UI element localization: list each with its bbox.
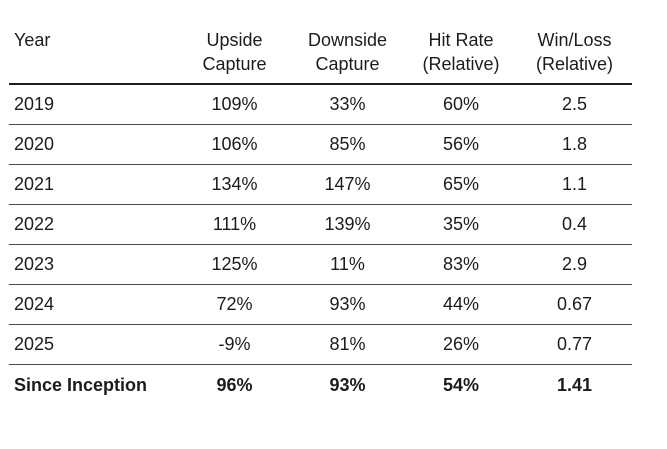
downside-capture-cell: 81% [290,324,405,365]
table-row-2025: 2025 -9% 81% 26% 0.77 [9,324,632,365]
year-cell: 2023 [9,244,179,285]
upside-capture-cell: 106% [179,124,290,165]
year-cell: 2025 [9,324,179,365]
table-row-2020: 2020 106% 85% 56% 1.8 [9,124,632,165]
hit-rate-cell: 56% [405,124,517,165]
hit-rate-cell: 83% [405,244,517,285]
table-row-2022: 2022 111% 139% 35% 0.4 [9,204,632,245]
header-row: Year Upside Capture Downside Capture Hit… [9,28,632,85]
upside-capture-cell: 125% [179,244,290,285]
year-cell: 2024 [9,284,179,325]
downside-capture-cell: 33% [290,84,405,125]
upside-capture-cell: 72% [179,284,290,325]
year-cell: 2020 [9,124,179,165]
upside-capture-cell: 111% [179,204,290,245]
win-loss-cell: 0.4 [517,204,632,245]
upside-capture-cell: 96% [216,374,253,395]
column-header-year: Year [9,28,179,85]
year-cell: 2021 [9,164,179,205]
upside-capture-cell: -9% [179,324,290,365]
downside-capture-cell: 93% [290,284,405,325]
hit-rate-cell: 65% [405,164,517,205]
upside-capture-cell: 134% [179,164,290,205]
downside-capture-cell: 139% [290,204,405,245]
table-row-2023: 2023 125% 11% 83% 2.9 [9,244,632,285]
win-loss-cell: 2.5 [517,84,632,125]
column-header-upside-capture: Upside Capture [179,28,290,85]
downside-capture-cell: 85% [290,124,405,165]
downside-capture-cell: 11% [290,244,405,285]
win-loss-cell: 1.8 [517,124,632,165]
table-row-since-inception: Since Inception 96% 93% 54% 1.41 [9,365,632,406]
hit-rate-cell: 60% [405,84,517,125]
downside-capture-cell: 147% [290,164,405,205]
hit-rate-cell: 26% [405,324,517,365]
hit-rate-cell: 44% [405,284,517,325]
table-row-2019: 2019 109% 33% 60% 2.5 [9,84,632,125]
column-header-hit-rate: Hit Rate (Relative) [405,28,517,85]
year-cell: Since Inception [14,374,148,395]
year-cell: 2022 [9,204,179,245]
year-cell: 2019 [9,84,179,125]
table-row-2021: 2021 134% 147% 65% 1.1 [9,164,632,205]
hit-rate-cell: 54% [442,374,480,395]
win-loss-cell: 2.9 [517,244,632,285]
performance-table: Year Upside Capture Downside Capture Hit… [9,28,632,405]
win-loss-cell: 1.41 [556,374,593,395]
win-loss-cell: 1.1 [517,164,632,205]
downside-capture-cell: 93% [329,374,366,395]
column-header-downside-capture: Downside Capture [290,28,405,85]
upside-capture-cell: 109% [179,84,290,125]
table-row-2024: 2024 72% 93% 44% 0.67 [9,284,632,325]
column-header-win-loss: Win/Loss (Relative) [517,28,632,85]
win-loss-cell: 0.77 [517,324,632,365]
hit-rate-cell: 35% [405,204,517,245]
win-loss-cell: 0.67 [517,284,632,325]
